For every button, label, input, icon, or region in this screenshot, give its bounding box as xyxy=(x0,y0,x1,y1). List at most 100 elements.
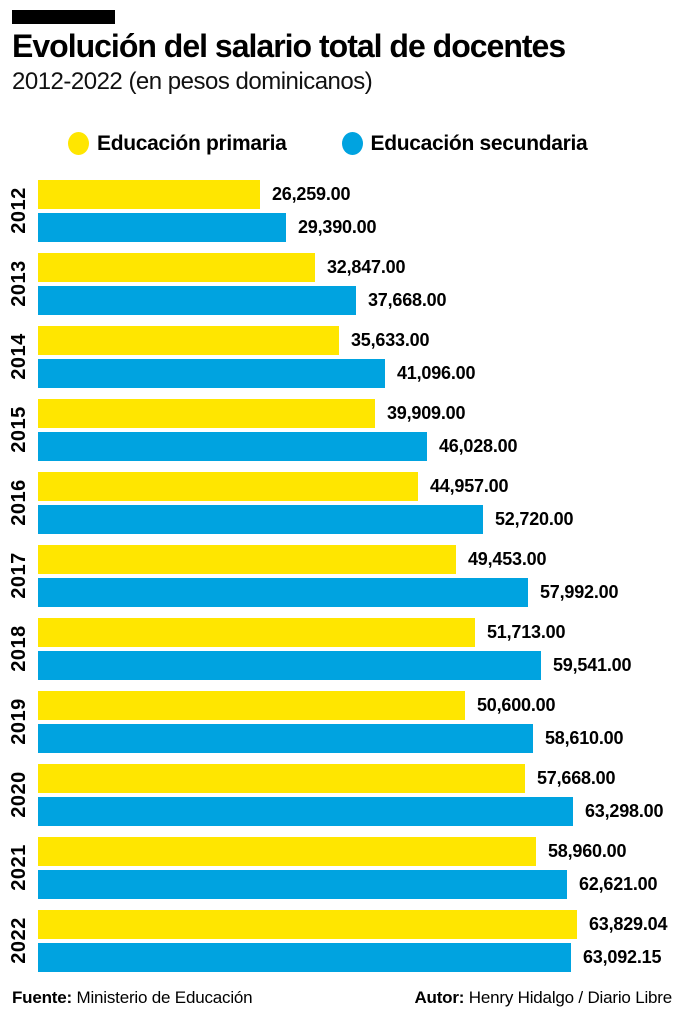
primaria-bar xyxy=(38,690,465,720)
chart-row: 2014 35,633.00 41,096.00 xyxy=(0,325,688,388)
primaria-bar xyxy=(38,398,375,428)
chart-row: 2018 51,713.00 59,541.00 xyxy=(0,617,688,680)
author-label: Autor: xyxy=(414,987,465,1007)
bar-pair: 57,668.00 63,298.00 xyxy=(38,763,688,826)
primaria-bar-line: 51,713.00 xyxy=(38,617,688,647)
secundaria-bar-line: 41,096.00 xyxy=(38,358,688,388)
primaria-bar-line: 57,668.00 xyxy=(38,763,688,793)
chart-row: 2021 58,960.00 62,621.00 xyxy=(0,836,688,899)
year-label-text: 2018 xyxy=(7,625,30,672)
year-label-text: 2021 xyxy=(7,844,30,891)
legend: Educación primaria Educación secundaria xyxy=(68,132,688,156)
primaria-bar-line: 35,633.00 xyxy=(38,325,688,355)
year-label: 2019 xyxy=(0,691,38,753)
primaria-value-label: 35,633.00 xyxy=(351,329,430,350)
secundaria-bar-line: 57,992.00 xyxy=(38,577,688,607)
primaria-value-label: 51,713.00 xyxy=(487,621,566,642)
chart: 2012 26,259.00 29,390.00 2013 32,847.00 37,66… xyxy=(0,179,688,972)
legend-item-primaria: Educación primaria xyxy=(68,132,287,156)
primaria-value-label: 26,259.00 xyxy=(272,183,351,204)
bar-pair: 51,713.00 59,541.00 xyxy=(38,617,688,680)
chart-row: 2016 44,957.00 52,720.00 xyxy=(0,471,688,534)
secundaria-bar xyxy=(38,358,385,388)
kicker-bar xyxy=(12,10,115,24)
secundaria-bar xyxy=(38,650,541,680)
secundaria-value-label: 37,668.00 xyxy=(368,289,447,310)
year-label-text: 2015 xyxy=(7,406,30,453)
primaria-value-label: 50,600.00 xyxy=(477,694,556,715)
primaria-value-label: 49,453.00 xyxy=(468,548,547,569)
source-text: Ministerio de Educación xyxy=(76,987,253,1007)
secundaria-color-dot-icon xyxy=(341,132,363,156)
primaria-bar-line: 44,957.00 xyxy=(38,471,688,501)
author-text: Henry Hidalgo / Diario Libre xyxy=(468,987,672,1007)
primaria-bar-line: 39,909.00 xyxy=(38,398,688,428)
bar-pair: 26,259.00 29,390.00 xyxy=(38,179,688,242)
primaria-value-label: 39,909.00 xyxy=(387,402,466,423)
chart-row: 2017 49,453.00 57,992.00 xyxy=(0,544,688,607)
primaria-bar xyxy=(38,179,260,209)
secundaria-bar xyxy=(38,504,483,534)
chart-row: 2013 32,847.00 37,668.00 xyxy=(0,252,688,315)
primaria-bar xyxy=(38,617,475,647)
footer: Fuente: Ministerio de Educación Autor: H… xyxy=(12,988,672,1008)
secundaria-bar xyxy=(38,285,356,315)
bar-pair: 50,600.00 58,610.00 xyxy=(38,690,688,753)
secundaria-value-label: 59,541.00 xyxy=(553,654,632,675)
chart-row: 2020 57,668.00 63,298.00 xyxy=(0,763,688,826)
secundaria-bar-line: 62,621.00 xyxy=(38,869,688,899)
chart-row: 2019 50,600.00 58,610.00 xyxy=(0,690,688,753)
bar-pair: 44,957.00 52,720.00 xyxy=(38,471,688,534)
primaria-bar xyxy=(38,763,525,793)
primaria-bar-line: 63,829.04 xyxy=(38,909,688,939)
secundaria-bar-line: 29,390.00 xyxy=(38,212,688,242)
bar-pair: 32,847.00 37,668.00 xyxy=(38,252,688,315)
secundaria-value-label: 52,720.00 xyxy=(495,508,574,529)
primaria-color-dot-icon xyxy=(68,132,89,156)
secundaria-bar xyxy=(38,942,571,972)
bar-pair: 35,633.00 41,096.00 xyxy=(38,325,688,388)
secundaria-bar xyxy=(38,212,286,242)
page-title: Evolución del salario total de docentes xyxy=(12,28,566,64)
source-label: Fuente: xyxy=(12,987,72,1007)
secundaria-bar xyxy=(38,431,427,461)
secundaria-bar-line: 46,028.00 xyxy=(38,431,688,461)
primaria-bar-line: 26,259.00 xyxy=(38,179,688,209)
secundaria-bar xyxy=(38,723,533,753)
secundaria-value-label: 63,092.15 xyxy=(583,946,662,967)
year-label: 2017 xyxy=(0,545,38,607)
year-label: 2020 xyxy=(0,764,38,826)
secundaria-bar xyxy=(38,796,573,826)
secundaria-value-label: 46,028.00 xyxy=(439,435,518,456)
secundaria-value-label: 29,390.00 xyxy=(298,216,377,237)
secundaria-bar-line: 63,092.15 xyxy=(38,942,688,972)
secundaria-value-label: 57,992.00 xyxy=(540,581,619,602)
year-label-text: 2013 xyxy=(7,260,30,307)
primaria-bar-line: 32,847.00 xyxy=(38,252,688,282)
primaria-value-label: 57,668.00 xyxy=(537,767,616,788)
secundaria-value-label: 62,621.00 xyxy=(579,873,658,894)
secundaria-bar-line: 63,298.00 xyxy=(38,796,688,826)
year-label-text: 2022 xyxy=(7,917,30,964)
primaria-value-label: 32,847.00 xyxy=(327,256,406,277)
year-label: 2012 xyxy=(0,180,38,242)
legend-item-secundaria: Educación secundaria xyxy=(341,132,588,156)
year-label-text: 2020 xyxy=(7,771,30,818)
author-credit: Autor: Henry Hidalgo / Diario Libre xyxy=(414,988,672,1008)
page-subtitle: 2012-2022 (en pesos dominicanos) xyxy=(12,67,373,95)
legend-label-primaria: Educación primaria xyxy=(97,131,287,155)
primaria-bar xyxy=(38,544,456,574)
secundaria-bar-line: 37,668.00 xyxy=(38,285,688,315)
bar-pair: 39,909.00 46,028.00 xyxy=(38,398,688,461)
primaria-bar-line: 49,453.00 xyxy=(38,544,688,574)
primaria-bar xyxy=(38,471,418,501)
primaria-value-label: 58,960.00 xyxy=(548,840,627,861)
primaria-value-label: 44,957.00 xyxy=(430,475,509,496)
primaria-bar-line: 50,600.00 xyxy=(38,690,688,720)
year-label-text: 2017 xyxy=(7,552,30,599)
year-label: 2013 xyxy=(0,253,38,315)
bar-pair: 58,960.00 62,621.00 xyxy=(38,836,688,899)
primaria-bar xyxy=(38,836,536,866)
primaria-bar xyxy=(38,909,577,939)
secundaria-bar-line: 52,720.00 xyxy=(38,504,688,534)
